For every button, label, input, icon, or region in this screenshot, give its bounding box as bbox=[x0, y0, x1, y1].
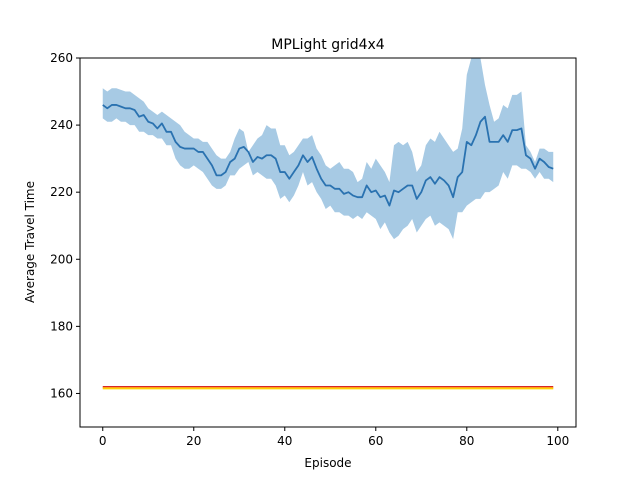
plot-area: 0 20 40 60 80 100 160 180 200 220 240 260 bbox=[50, 51, 577, 448]
x-tick-label: 40 bbox=[277, 434, 292, 448]
x-tick-label: 20 bbox=[186, 434, 201, 448]
y-tick-label: 240 bbox=[50, 118, 73, 132]
std-band bbox=[102, 58, 554, 240]
x-tick-label: 60 bbox=[368, 434, 383, 448]
x-axis-ticks: 0 20 40 60 80 100 bbox=[99, 427, 569, 448]
y-tick-label: 200 bbox=[50, 252, 73, 266]
x-axis-label: Episode bbox=[304, 456, 351, 470]
y-tick-label: 160 bbox=[50, 386, 73, 400]
x-tick-label: 0 bbox=[99, 434, 107, 448]
y-tick-label: 220 bbox=[50, 185, 73, 199]
std-band-layer bbox=[102, 58, 554, 240]
axes-frame bbox=[79, 57, 577, 428]
line-layer bbox=[102, 104, 554, 390]
y-tick-label: 260 bbox=[50, 51, 73, 65]
y-tick-label: 180 bbox=[50, 319, 73, 333]
chart-title: MPLight grid4x4 bbox=[271, 37, 385, 53]
y-axis-label: Average Travel Time bbox=[23, 181, 37, 303]
x-tick-label: 80 bbox=[459, 434, 474, 448]
y-axis-ticks: 160 180 200 220 240 260 bbox=[50, 51, 80, 400]
mean-line bbox=[102, 104, 554, 207]
x-tick-label: 100 bbox=[546, 434, 569, 448]
